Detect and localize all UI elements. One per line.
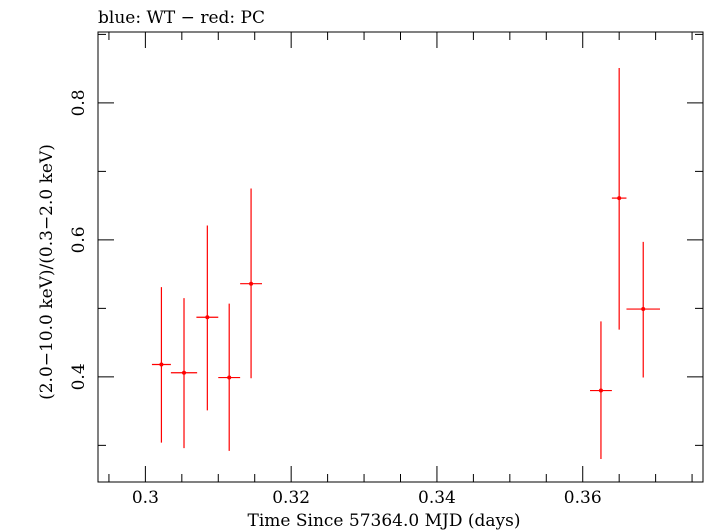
data-point bbox=[611, 67, 627, 330]
y-tick-label: 0.8 bbox=[69, 89, 89, 116]
y-axis-label: (2.0−10.0 keV)/(0.3−2.0 keV) bbox=[37, 144, 57, 400]
x-tick-label: 0.34 bbox=[418, 488, 456, 508]
data-point bbox=[590, 321, 612, 460]
data-marker bbox=[249, 281, 254, 286]
data-marker bbox=[182, 370, 187, 375]
data-point bbox=[151, 287, 171, 443]
data-marker bbox=[205, 315, 210, 320]
data-point bbox=[170, 298, 198, 449]
x-axis: 0.3 0.32 0.34 0.36 bbox=[108, 32, 693, 508]
data-marker bbox=[598, 388, 603, 393]
chart-title: blue: WT − red: PC bbox=[98, 8, 265, 28]
data-marker bbox=[227, 375, 232, 380]
x-axis-label: Time Since 57364.0 MJD (days) bbox=[248, 511, 521, 531]
x-tick-label: 0.36 bbox=[564, 488, 602, 508]
data-point bbox=[626, 241, 660, 378]
data-marker bbox=[617, 196, 622, 201]
x-tick-label: 0.3 bbox=[132, 488, 159, 508]
data-series bbox=[151, 67, 660, 460]
data-marker bbox=[641, 307, 646, 312]
y-axis: 0.4 0.6 0.8 bbox=[69, 33, 703, 446]
data-marker bbox=[159, 362, 164, 367]
data-point bbox=[240, 188, 263, 379]
data-point bbox=[218, 303, 241, 451]
y-tick-label: 0.4 bbox=[69, 363, 89, 390]
plot-frame bbox=[97, 31, 704, 483]
x-tick-label: 0.32 bbox=[272, 488, 310, 508]
data-point bbox=[196, 225, 219, 411]
y-tick-label: 0.6 bbox=[69, 226, 89, 253]
